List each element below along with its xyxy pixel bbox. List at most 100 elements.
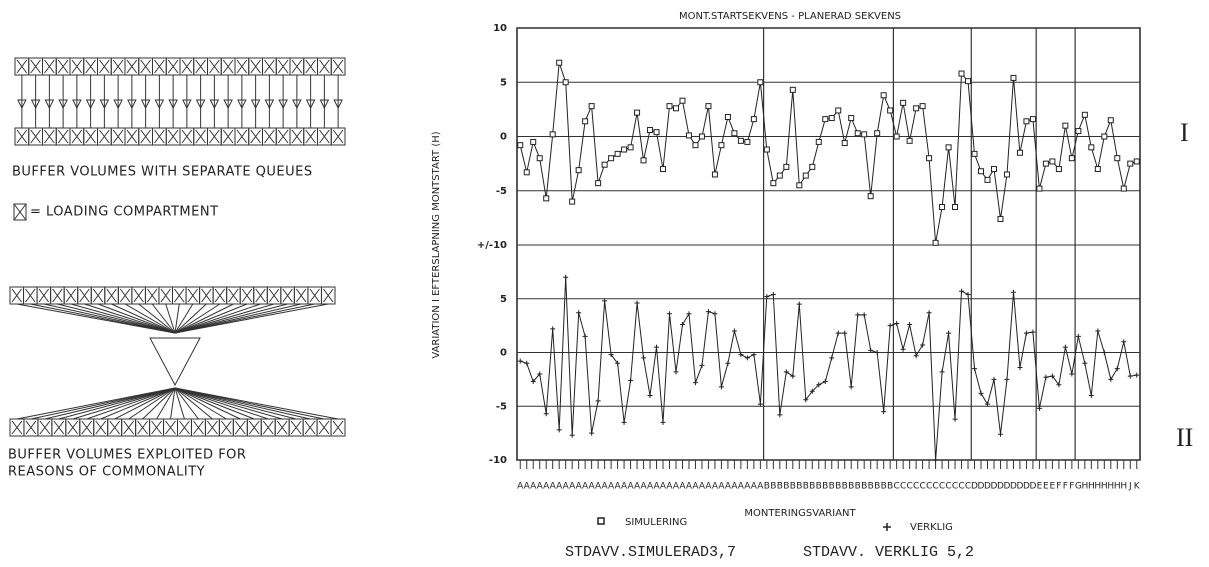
- point: [588, 103, 595, 110]
- compartment-x: [318, 420, 330, 435]
- compartment-x: [112, 59, 124, 74]
- point: [711, 171, 718, 178]
- x-tick-label: B: [777, 482, 783, 492]
- x-tick-label: A: [602, 482, 609, 492]
- plot-frame: [516, 27, 1141, 461]
- point: [978, 390, 984, 396]
- point: [582, 118, 589, 125]
- point: [829, 355, 835, 361]
- point: [816, 382, 822, 388]
- x-tick-label: C: [893, 482, 899, 492]
- feed-line: [174, 303, 180, 334]
- feed-line: [174, 303, 248, 334]
- x-tick-label: E: [1043, 482, 1049, 492]
- feed-line: [174, 303, 288, 334]
- x-axis-label: MONTERINGSVARIANT: [744, 508, 856, 519]
- x-tick-label: A: [718, 482, 725, 492]
- compartment-x: [181, 129, 193, 144]
- compartment-x: [248, 420, 260, 435]
- x-tick-label: C: [958, 482, 964, 492]
- point: [874, 130, 881, 137]
- compartment-x: [65, 288, 77, 303]
- x-tick-label: D: [971, 482, 978, 492]
- compartment-x: [295, 288, 307, 303]
- point: [828, 115, 835, 122]
- compartment-x: [81, 420, 93, 435]
- compartment-x: [291, 129, 303, 144]
- x-tick-label: H: [1120, 482, 1127, 492]
- point: [822, 379, 828, 385]
- x-tick-label: C: [919, 482, 925, 492]
- queue-triangle: [85, 99, 96, 110]
- feed-line: [174, 387, 339, 420]
- x-tick-label: D: [1003, 482, 1010, 492]
- x-tick-label: B: [835, 482, 841, 492]
- x-tick-label: A: [634, 482, 641, 492]
- point: [783, 369, 789, 375]
- point: [744, 355, 750, 361]
- compartment-x: [126, 59, 138, 74]
- point: [855, 312, 861, 318]
- x-tick-label: A: [653, 482, 660, 492]
- point: [517, 358, 523, 364]
- x-tick-label: A: [731, 482, 738, 492]
- compartment-x: [140, 129, 151, 144]
- feed-line: [72, 387, 176, 420]
- common-buffer: [149, 337, 201, 387]
- point: [984, 176, 991, 183]
- point: [601, 161, 608, 168]
- compartment-x: [250, 129, 261, 144]
- x-tick-label: A: [699, 482, 706, 492]
- legend-label: SIMULERING: [625, 517, 687, 528]
- compartment-x: [304, 420, 316, 435]
- point: [1029, 116, 1036, 123]
- point: [692, 380, 698, 386]
- compartment-x: [241, 288, 253, 303]
- compartment-x: [57, 129, 69, 144]
- compartment-x: [179, 420, 190, 435]
- point: [1004, 376, 1010, 382]
- point: [627, 144, 634, 151]
- queue-triangle: [113, 99, 123, 110]
- compartment-x: [290, 420, 302, 435]
- x-tick-label: A: [550, 482, 557, 492]
- point: [608, 352, 614, 358]
- feed-line: [100, 387, 176, 420]
- x-tick-label: A: [543, 482, 550, 492]
- point: [1121, 339, 1127, 345]
- panel-label: I: [1180, 118, 1189, 147]
- queue-triangle: [333, 99, 343, 110]
- point: [770, 180, 777, 187]
- point: [1082, 360, 1088, 366]
- point: [1101, 133, 1108, 140]
- point: [926, 310, 932, 316]
- legend-label: VERKLIG: [910, 522, 953, 533]
- compartment-x: [11, 288, 22, 303]
- compartment-x: [276, 420, 288, 435]
- diagram: [9, 57, 346, 437]
- point: [997, 431, 1003, 437]
- x-tick-label: B: [887, 482, 893, 492]
- compartment-x: [109, 420, 121, 435]
- compartment-x: [30, 129, 41, 144]
- x-tick-label: B: [848, 482, 854, 492]
- point: [1043, 374, 1049, 380]
- point: [809, 388, 815, 394]
- point: [803, 397, 809, 403]
- x-tick-label: C: [900, 482, 906, 492]
- y-axis-label: VARIATION I EFTERSLAPNING MONTSTART (H): [431, 131, 442, 358]
- feed-line: [174, 387, 213, 420]
- point: [1108, 376, 1114, 382]
- point: [536, 155, 543, 162]
- compartment-x: [167, 129, 179, 144]
- point: [796, 182, 803, 189]
- point: [770, 291, 776, 297]
- x-tick-label: A: [738, 482, 745, 492]
- point: [751, 352, 757, 358]
- legend-symbol: [883, 523, 891, 531]
- point: [556, 59, 563, 66]
- queue-triangle: [168, 99, 178, 110]
- point: [874, 350, 880, 355]
- compartment-x: [201, 288, 212, 303]
- feed-line: [156, 387, 176, 420]
